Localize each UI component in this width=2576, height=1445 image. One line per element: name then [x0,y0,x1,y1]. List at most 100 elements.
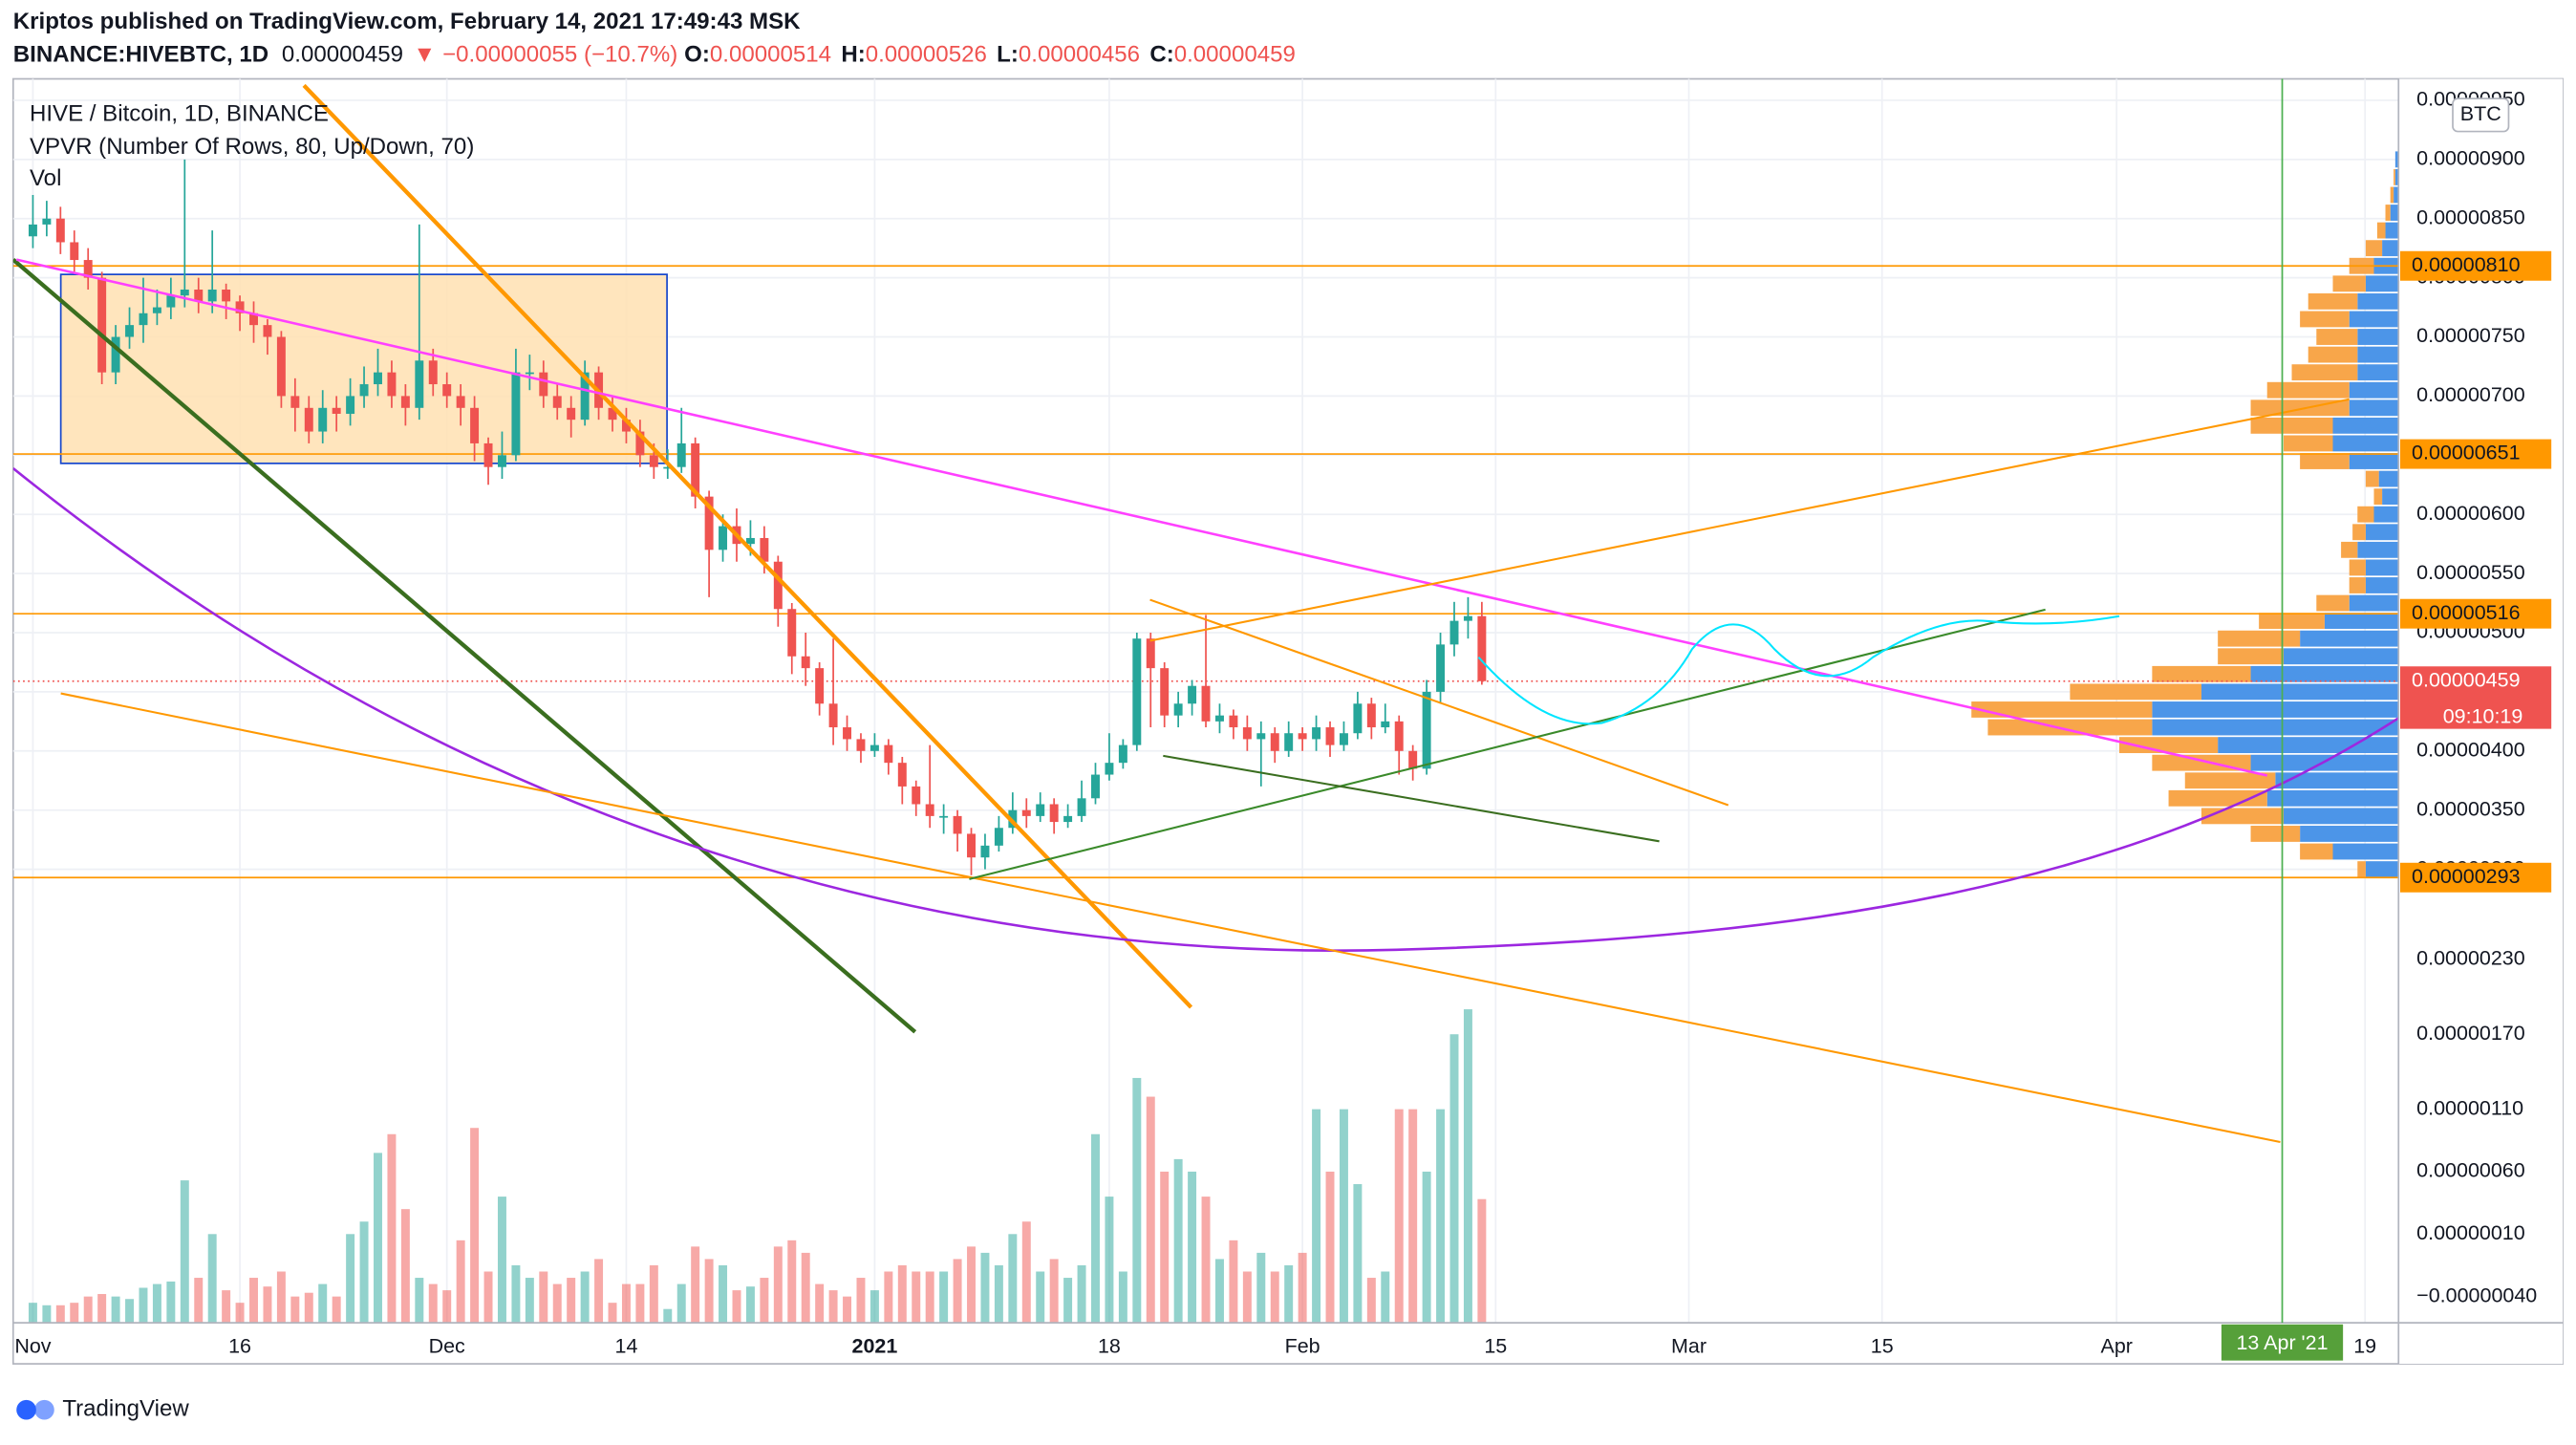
volume-bar [621,1283,631,1324]
candle-body [1270,733,1279,751]
volume-bar [953,1259,962,1324]
vpvr-down [2291,364,2358,381]
vpvr-down [2390,186,2394,204]
volume-bar [567,1278,576,1324]
arc [12,467,2399,952]
vpvr-down [2259,613,2325,630]
volume-bar [125,1299,135,1324]
vpvr [1971,151,2399,878]
volume-bar [1339,1109,1348,1324]
volume-bar [663,1308,673,1324]
vpvr-up [2349,594,2399,612]
open-label: O: [684,42,710,68]
low: 0.00000456 [1019,42,1140,68]
candle-body [152,307,161,313]
volume-bar [1422,1171,1431,1324]
level-label: 0.00000293 [2412,865,2521,888]
vpvr-up [2300,630,2399,647]
candle-body [1160,668,1170,716]
candle-body [1063,815,1073,823]
candle-body [1284,733,1294,751]
level-label-bg [2400,862,2552,893]
last-price-bg [2400,666,2552,729]
x-tick-label: Mar [1671,1335,1707,1358]
symbol-line: BINANCE:HIVEBTC, 1D 0.00000459 ▼ −0.0000005… [13,42,1296,68]
candle-body [359,384,369,397]
level-label-bg [2400,439,2552,469]
candle-body [1422,691,1431,769]
candle-body [760,537,769,562]
trend-line [60,692,2281,1143]
trend-line [969,608,2046,880]
candle-body [1105,763,1114,775]
candle-body [428,360,438,385]
volume-bar [304,1292,313,1324]
candle-body [663,466,673,469]
x-tick-label: Apr [2101,1335,2133,1358]
volume-bar [415,1278,424,1324]
volume-bar [843,1296,852,1324]
vpvr-down [2332,275,2366,292]
vpvr-up [2385,222,2399,239]
x-tick-label: Dec [429,1335,465,1358]
volume-bar [580,1271,590,1324]
volume-bar [1325,1171,1335,1324]
volume-bar [787,1240,797,1324]
volume-bar [649,1264,658,1324]
vpvr-down [2308,346,2358,363]
vpvr-down [2341,541,2358,558]
candle-body [456,396,465,408]
vpvr-up [2349,311,2399,328]
candle-body [346,396,355,414]
volume-bar [359,1221,369,1324]
publisher-text: Kriptos published on TradingView.com, Fe… [13,9,801,34]
y-tick-label: 0.00000350 [2416,797,2525,820]
volume-bar [856,1278,866,1324]
vpvr-up [2332,843,2399,860]
candle-body [801,656,810,669]
candle-body [525,372,534,375]
vpvr-up [2300,826,2399,842]
vpvr-up [2218,737,2399,754]
volume-bar [1173,1158,1183,1324]
volume-tick-label: 0.00000170 [2416,1022,2525,1045]
x-tick-label: 14 [615,1335,638,1358]
candle-body [676,442,686,467]
candle-body [1214,715,1224,722]
x-tick-label: 18 [1098,1335,1121,1358]
candle-body [843,727,852,740]
candle-body [470,407,480,443]
trend-line [1149,598,1729,807]
vpvr-up [2394,168,2399,185]
volume-bar [704,1259,714,1324]
down-arrow: ▼ [413,42,436,68]
volume-bar [263,1286,272,1324]
volume-bar [346,1234,355,1324]
volume-bar [676,1283,686,1324]
candle-body [1091,774,1100,799]
vpvr-up [2365,861,2399,878]
x-tick-label: 15 [1871,1335,1894,1358]
candle-body [1477,615,1487,681]
volume-bar [1049,1259,1059,1324]
volume-bar [1201,1197,1211,1324]
vpvr-up [2357,346,2399,363]
vpvr-down [2152,665,2251,682]
volume-bar [483,1271,493,1324]
vpvr-up [2332,435,2399,452]
volume-bar [70,1303,79,1324]
volume-bar [28,1303,37,1324]
vpvr-down [2373,488,2383,506]
y-tick-label: 0.00000900 [2416,147,2525,170]
candle-body [1436,644,1446,692]
candle-body [263,325,272,337]
vpvr-up [2365,577,2399,593]
candle-body [828,703,838,728]
volume-bar [442,1290,452,1324]
candle-body [97,277,107,373]
candle-body [925,804,934,816]
vpvr-down [2283,435,2333,452]
volume-bar [1312,1109,1321,1324]
candle-body [1077,798,1086,816]
